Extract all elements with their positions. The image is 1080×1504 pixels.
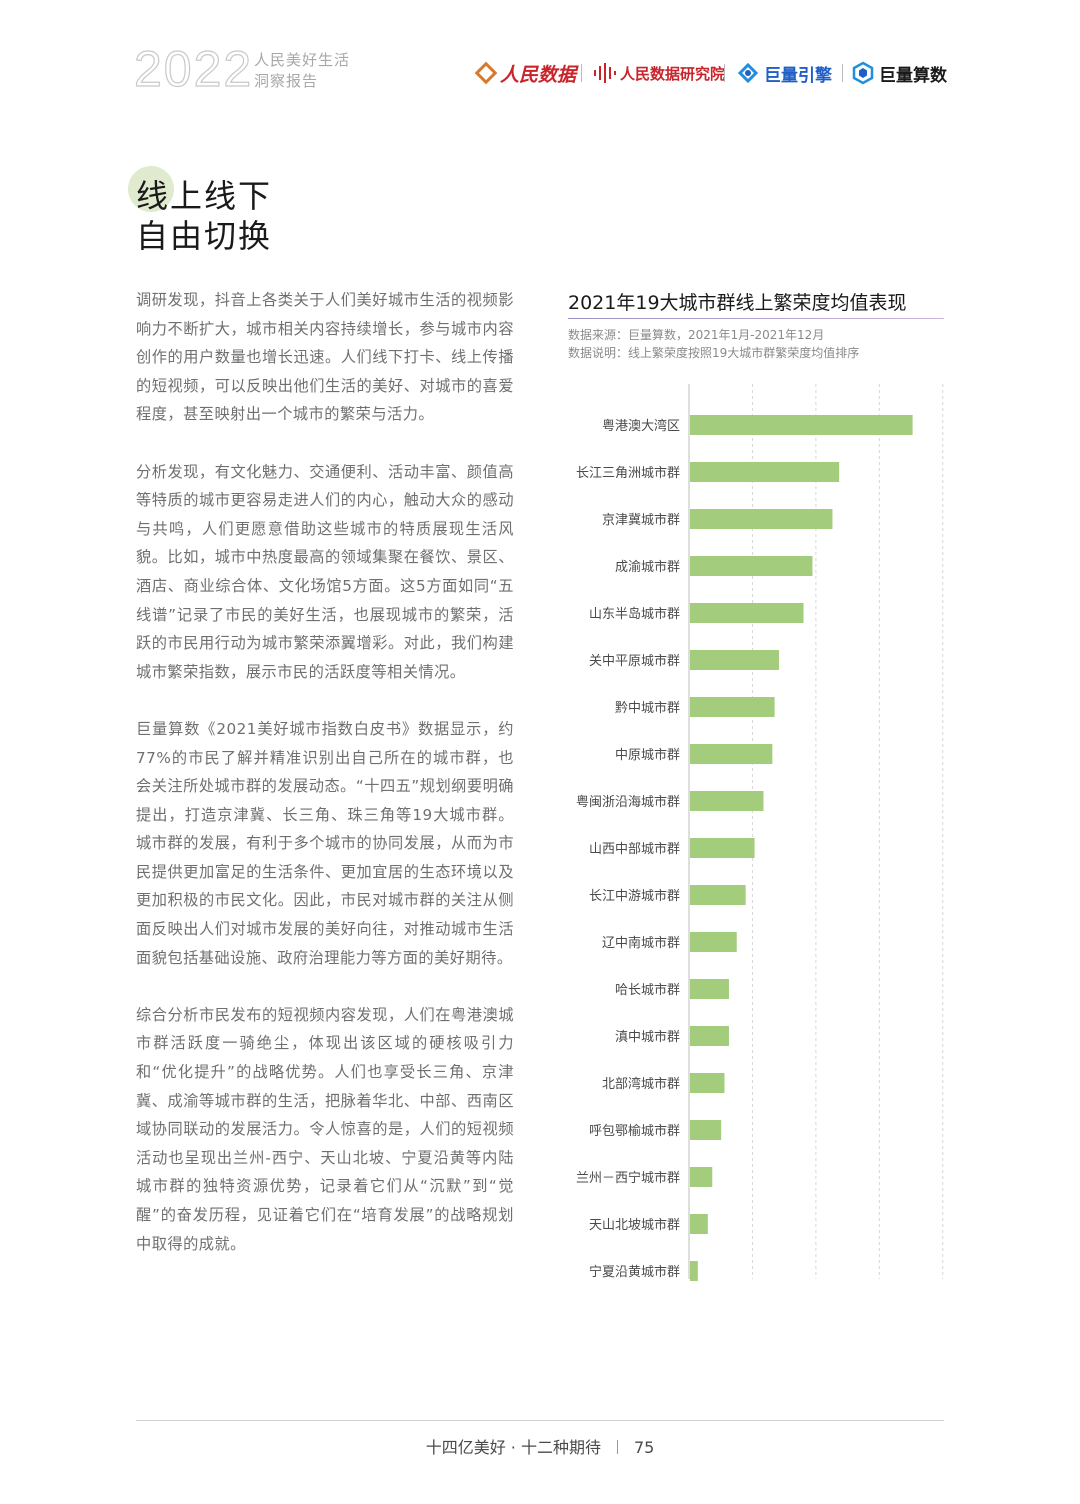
chart-bar: [690, 1167, 713, 1187]
category-label: 滇中城市群: [615, 1029, 680, 1045]
waveform-icon: [594, 63, 616, 83]
section-title-line2: 自由切换: [136, 217, 273, 255]
category-label: 黔中城市群: [615, 700, 680, 716]
logo-divider: [842, 64, 843, 82]
category-label: 北部湾城市群: [602, 1076, 680, 1092]
ocean-engine-logo: 巨量引擎: [736, 56, 832, 90]
chart-bar: [690, 556, 813, 576]
chart-bar: [690, 979, 729, 999]
ocean-engine-logo-text: 巨量引擎: [764, 65, 832, 86]
people-research-logo: 人民数据研究院: [592, 56, 725, 90]
logo-divider: [581, 64, 582, 82]
chart-bar: [690, 650, 780, 670]
diamond-icon: [474, 61, 498, 85]
people-data-logo: 人民数据: [474, 56, 577, 90]
ocean-suanshu-logo-text: 巨量算数: [879, 65, 947, 86]
chart-bar: [690, 462, 840, 482]
chart-bar: [690, 509, 833, 529]
people-research-logo-text: 人民数据研究院: [620, 64, 726, 83]
category-label: 关中平原城市群: [589, 653, 680, 669]
body-text: 调研发现，抖音上各类关于人们美好城市生活的视频影响力不断扩大，城市相关内容持续增…: [136, 286, 514, 1258]
category-label: 粤闽浙沿海城市群: [576, 794, 680, 810]
page-header: 2022 人民美好生活 洞察报告 人民数据 人民数据研究院 巨: [0, 0, 1080, 120]
category-label: 长江中游城市群: [589, 888, 680, 904]
partner-logos: 人民数据 人民数据研究院 巨量引擎: [474, 56, 948, 90]
chart-bar: [690, 603, 804, 623]
category-label: 山西中部城市群: [589, 841, 680, 857]
chart-source: 数据来源：巨量算数，2021年1月-2021年12月: [568, 328, 825, 342]
footer-rule: [136, 1420, 944, 1421]
chart-bar: [690, 1120, 722, 1140]
page-number: 75: [633, 1438, 655, 1457]
category-label: 兰州－西宁城市群: [576, 1170, 680, 1186]
category-label: 天山北坡城市群: [589, 1217, 680, 1233]
chart-bar: [690, 932, 737, 952]
category-label: 辽中南城市群: [602, 935, 680, 951]
chart-bar: [690, 1026, 729, 1046]
chart-bar: [690, 744, 773, 764]
chart-note: 数据说明：线上繁荣度按照19大城市群繁荣度均值排序: [568, 346, 860, 360]
section-title-accent: [128, 166, 174, 212]
chart-bar: [690, 1073, 725, 1093]
footer-divider: [616, 1440, 618, 1454]
cube-icon: [852, 61, 874, 85]
chart-title-rule: [568, 318, 944, 319]
chart-bar: [690, 791, 764, 811]
category-label: 中原城市群: [615, 747, 680, 763]
ocean-suanshu-logo: 巨量算数: [851, 56, 947, 90]
page-footer: 十四亿美好 · 十二种期待 75: [0, 1434, 1080, 1458]
footer-text: 十四亿美好 · 十二种期待: [425, 1438, 601, 1457]
chart-bar: [690, 1214, 708, 1234]
category-label: 山东半岛城市群: [589, 606, 680, 622]
ocean-engine-icon: [737, 62, 759, 84]
category-label: 粤港澳大湾区: [602, 418, 680, 434]
report-title-line1: 人民美好生活: [254, 51, 351, 69]
bar-chart: 粤港澳大湾区长江三角洲城市群京津冀城市群成渝城市群山东半岛城市群关中平原城市群黔…: [576, 384, 944, 1281]
category-label: 宁夏沿黄城市群: [589, 1264, 680, 1280]
category-label: 京津冀城市群: [602, 512, 680, 528]
paragraph: 巨量算数《2021美好城市指数白皮书》数据显示，约77%的市民了解并精准识别出自…: [136, 719, 514, 967]
chart-bar: [690, 885, 746, 905]
report-title: 人民美好生活 洞察报告: [254, 50, 350, 92]
people-data-logo-text: 人民数据: [500, 63, 577, 86]
logo-divider: [724, 64, 725, 82]
chart-bar: [690, 1261, 698, 1281]
section-title-line1: 线上线下: [136, 177, 273, 215]
category-label: 长江三角洲城市群: [576, 465, 680, 481]
chart-bar: [690, 697, 775, 717]
paragraph: 调研发现，抖音上各类关于人们美好城市生活的视频影响力不断扩大，城市相关内容持续增…: [136, 291, 514, 424]
report-year: 2022: [133, 41, 254, 97]
chart-bar: [690, 838, 755, 858]
section-title: 线上线下 自由切换: [136, 176, 272, 256]
category-label: 哈长城市群: [615, 982, 680, 998]
chart-bar: [690, 415, 913, 435]
chart-title: 2021年19大城市群线上繁荣度均值表现: [568, 292, 907, 314]
report-title-line2: 洞察报告: [254, 72, 319, 90]
category-label: 成渝城市群: [615, 559, 680, 575]
paragraph: 分析发现，有文化魅力、交通便利、活动丰富、颜值高等特质的城市更容易走进人们的内心…: [136, 462, 514, 681]
paragraph: 综合分析市民发布的短视频内容发现，人们在粤港澳城市群活跃度一骑绝尘，体现出该区域…: [136, 1005, 514, 1253]
category-label: 呼包鄂榆城市群: [589, 1123, 680, 1139]
